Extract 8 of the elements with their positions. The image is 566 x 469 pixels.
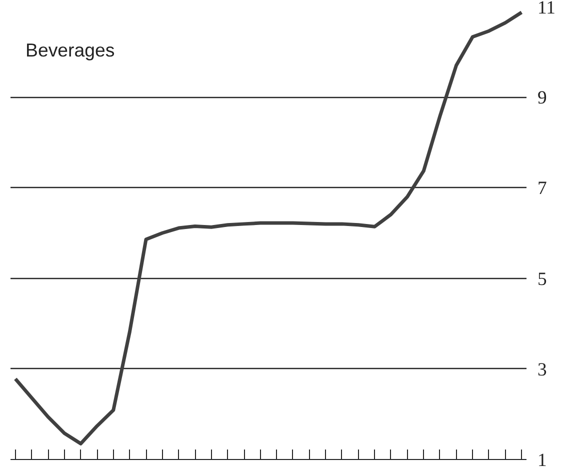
y-tick-label: 5: [538, 268, 547, 290]
line-series: [14, 10, 524, 446]
text: Beverages: [26, 40, 115, 60]
y-tick-label: 9: [538, 88, 547, 109]
y-tick-label: 11: [538, 0, 556, 18]
y-tick-label: 7: [538, 178, 547, 200]
y-tick-label: 3: [538, 359, 547, 380]
y-tick-label: 1: [538, 450, 547, 469]
